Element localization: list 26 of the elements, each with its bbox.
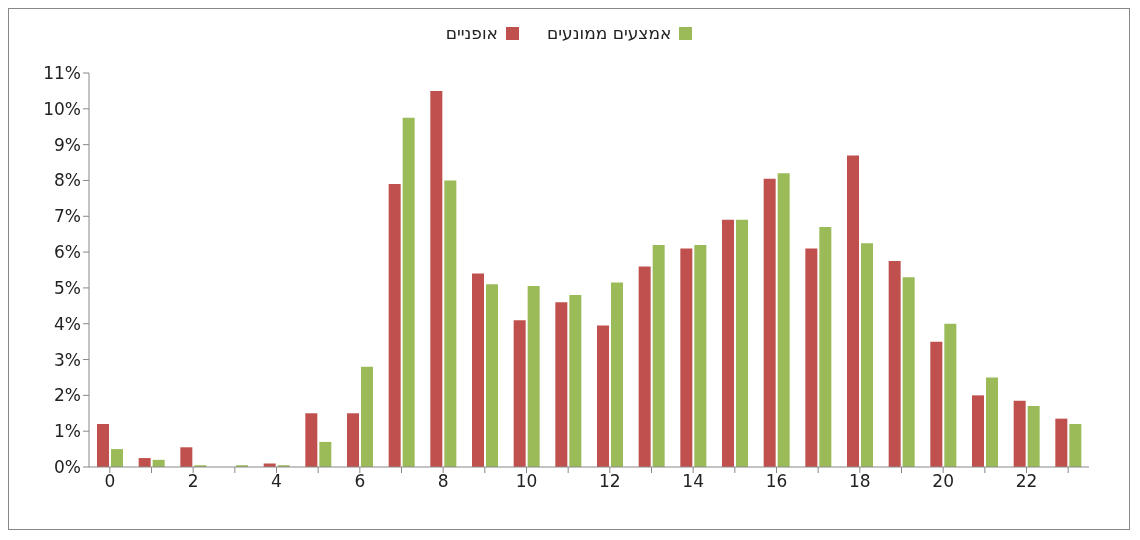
y-tick-label: 9% (54, 134, 81, 155)
x-tick-label: 10 (515, 471, 538, 492)
y-tick-label: 4% (54, 313, 81, 334)
y-tick-label: 0% (54, 457, 81, 478)
x-tick-label: 2 (187, 471, 199, 492)
legend-label: אמצעים ממונעים (546, 23, 672, 43)
y-tick-label: 5% (54, 277, 81, 298)
y-tick-label: 1% (54, 421, 81, 442)
x-tick-label: 22 (1015, 471, 1038, 492)
legend-label: אופניים (445, 23, 498, 43)
x-tick-label: 14 (682, 471, 704, 492)
y-tick-label: 11% (43, 63, 81, 84)
x-tick-label: 16 (765, 471, 788, 492)
y-tick-label: 3% (54, 349, 81, 370)
y-tick-label: 6% (54, 242, 81, 263)
x-tick-label: 18 (849, 471, 871, 492)
y-tick-label: 8% (54, 170, 81, 191)
x-tick-label: 20 (932, 471, 954, 492)
x-tick-label: 8 (437, 471, 449, 492)
y-tick-label: 7% (54, 206, 81, 227)
y-tick-label: 10% (43, 98, 81, 119)
x-tick-label: 4 (271, 471, 282, 492)
y-tick-label: 2% (54, 385, 81, 406)
x-tick-label: 0 (104, 471, 116, 492)
x-tick-label: 12 (599, 471, 621, 492)
x-tick-label: 6 (354, 471, 366, 492)
